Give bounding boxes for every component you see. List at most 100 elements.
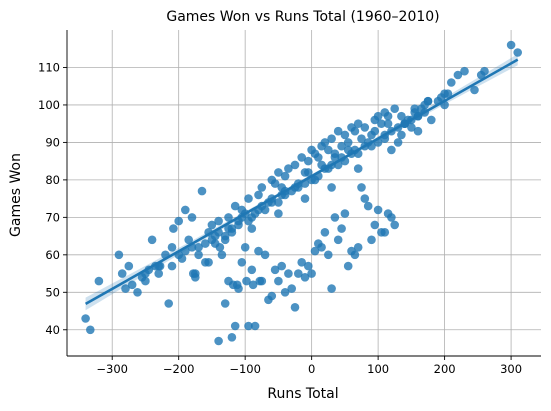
data-point — [410, 104, 420, 113]
data-point — [121, 284, 130, 293]
data-point — [214, 216, 223, 226]
data-point — [167, 243, 177, 252]
data-point — [164, 299, 173, 308]
x-tick-label: 300 — [500, 362, 522, 376]
data-point — [181, 205, 190, 215]
data-point — [300, 194, 310, 203]
data-point — [230, 321, 240, 331]
data-point — [373, 205, 383, 215]
data-point — [147, 235, 157, 245]
y-tick-label: 100 — [38, 98, 60, 112]
data-point — [343, 138, 353, 147]
data-point — [327, 284, 336, 293]
regression-layer — [84, 58, 519, 306]
data-point — [257, 183, 267, 192]
data-point — [287, 284, 297, 293]
data-point — [360, 123, 370, 132]
data-point — [337, 224, 346, 233]
data-point — [227, 333, 237, 342]
x-tick-label: −200 — [163, 362, 195, 376]
data-point — [343, 261, 353, 271]
data-point — [254, 190, 263, 200]
data-point — [363, 201, 373, 211]
data-point — [470, 85, 479, 95]
data-point — [194, 250, 203, 260]
data-point — [423, 96, 433, 106]
data-point — [127, 280, 137, 290]
data-point — [330, 213, 340, 222]
data-point — [217, 250, 227, 260]
data-point — [220, 299, 230, 308]
data-point — [343, 145, 353, 155]
data-point — [124, 261, 134, 271]
data-point — [506, 40, 516, 50]
data-point — [397, 111, 406, 121]
data-point — [117, 269, 127, 278]
data-point — [387, 213, 396, 222]
data-point — [353, 119, 363, 128]
data-point — [297, 258, 307, 267]
data-point — [304, 261, 313, 271]
data-point — [513, 48, 522, 57]
data-point — [244, 216, 253, 226]
data-point — [320, 138, 330, 147]
data-point — [340, 209, 350, 218]
x-tick-label: 200 — [434, 362, 456, 376]
data-point — [330, 149, 340, 158]
data-point — [260, 250, 270, 260]
data-point — [324, 145, 333, 155]
data-point — [215, 243, 225, 252]
data-point — [380, 228, 390, 237]
data-point — [390, 104, 400, 113]
data-point — [407, 123, 416, 132]
data-point — [413, 126, 423, 136]
data-point — [234, 220, 243, 230]
y-tick-label: 90 — [45, 135, 60, 149]
data-point — [247, 224, 257, 233]
data-point — [340, 130, 350, 140]
data-point — [350, 250, 360, 260]
data-point — [300, 273, 310, 282]
data-point — [274, 198, 283, 207]
data-point — [210, 231, 220, 241]
data-point — [257, 276, 267, 286]
data-point — [167, 261, 177, 271]
data-point — [427, 115, 436, 125]
data-point — [324, 250, 333, 260]
data-point — [327, 134, 336, 143]
data-point — [242, 276, 251, 286]
data-point — [234, 284, 243, 293]
data-point — [447, 78, 456, 87]
axes-spines — [66, 30, 541, 357]
tick-labels: −300 −200 −100 0 100 200 300 40 50 60 70 80 90 100 110 — [38, 60, 522, 376]
data-point — [297, 153, 307, 162]
data-point — [304, 156, 313, 166]
data-point — [240, 243, 250, 252]
y-tick-label: 80 — [45, 173, 60, 187]
data-point — [367, 130, 376, 140]
data-point — [94, 276, 104, 286]
data-point — [294, 269, 303, 278]
data-point — [460, 66, 469, 76]
data-point — [244, 321, 253, 331]
data-point — [191, 269, 200, 278]
data-point — [81, 314, 90, 323]
x-tick-label: 100 — [367, 362, 389, 376]
y-tick-label: 40 — [45, 323, 60, 337]
data-point — [377, 119, 386, 128]
x-tick-label: −100 — [229, 362, 261, 376]
data-point — [284, 269, 293, 278]
data-point — [397, 130, 406, 140]
data-point — [224, 213, 233, 222]
data-point — [317, 160, 326, 170]
data-point — [310, 246, 320, 256]
data-point — [274, 276, 283, 286]
x-tick-label: −300 — [96, 362, 128, 376]
data-point — [387, 145, 396, 155]
data-point — [133, 288, 142, 297]
data-point — [197, 186, 207, 196]
data-point — [300, 168, 310, 177]
data-point — [237, 258, 247, 267]
data-point — [207, 220, 217, 230]
